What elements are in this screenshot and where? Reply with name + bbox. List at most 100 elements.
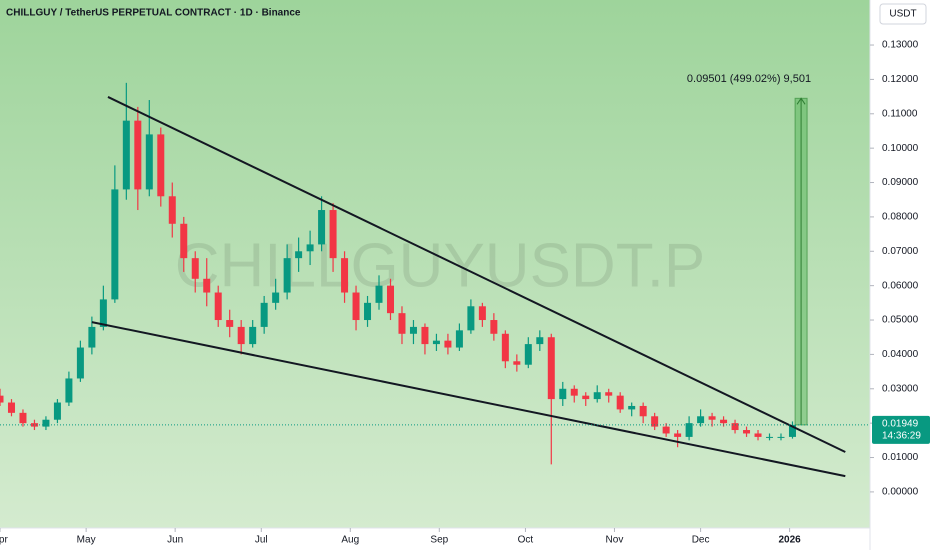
candle-body xyxy=(375,285,383,303)
price-axis-panel xyxy=(870,0,932,550)
candle-body xyxy=(134,120,142,190)
candle-body xyxy=(547,337,555,400)
candle-body xyxy=(226,320,234,327)
candle-body xyxy=(766,436,774,438)
candle-body xyxy=(65,378,73,403)
candle-body xyxy=(593,392,601,400)
candle-body xyxy=(467,306,475,331)
candle-body xyxy=(720,419,728,424)
candle-body xyxy=(386,285,394,314)
candle-body xyxy=(122,120,130,190)
candle-body xyxy=(685,423,693,437)
y-tick-label: 0.01000 xyxy=(882,452,919,463)
x-tick-label: Sep xyxy=(430,535,448,546)
candle-body xyxy=(708,416,716,420)
currency-label: USDT xyxy=(889,9,916,20)
candle-body xyxy=(570,388,578,396)
candle-body xyxy=(272,292,280,303)
candle-body xyxy=(364,302,372,321)
x-tick-label: Apr xyxy=(0,535,8,546)
candle-body xyxy=(628,405,636,410)
candle-body xyxy=(237,326,245,345)
candle-body xyxy=(536,337,544,345)
candle-body xyxy=(76,347,84,379)
candle-body xyxy=(788,424,796,437)
candle-body xyxy=(432,340,440,345)
y-tick-label: 0.00000 xyxy=(882,487,919,498)
y-tick-label: 0.13000 xyxy=(882,40,919,51)
measure-arrowhead xyxy=(796,97,806,105)
candle-body xyxy=(99,299,107,327)
candle-body xyxy=(88,326,96,348)
measure-label: 0.09501 (499.02%) 9,501 xyxy=(687,73,811,85)
x-tick-label: 2026 xyxy=(778,535,801,546)
candle-body xyxy=(283,258,291,293)
y-tick-label: 0.12000 xyxy=(882,74,919,85)
candle-body xyxy=(501,333,509,362)
candle-body xyxy=(421,326,429,345)
candle-body xyxy=(30,423,38,427)
candle-body xyxy=(616,395,624,410)
x-tick-label: Dec xyxy=(692,535,710,546)
x-tick-label: Jun xyxy=(167,535,183,546)
candle-body xyxy=(651,416,659,427)
y-tick-label: 0.06000 xyxy=(882,280,919,291)
currency-button[interactable] xyxy=(879,3,927,25)
y-tick-label: 0.05000 xyxy=(882,315,919,326)
time-axis-panel xyxy=(0,528,870,550)
candle-body xyxy=(639,405,647,417)
candle-body xyxy=(53,402,61,420)
candle-body xyxy=(524,344,532,365)
candle-body xyxy=(203,278,211,293)
candle-body xyxy=(455,330,463,348)
candle-body xyxy=(341,258,349,293)
candle-body xyxy=(214,292,222,321)
candle-body xyxy=(662,426,670,434)
plot-background xyxy=(0,0,870,528)
x-tick-label: Aug xyxy=(341,535,359,546)
candle-body xyxy=(145,134,153,190)
chart-title: CHILLGUY / TetherUS PERPETUAL CONTRACT ·… xyxy=(6,8,301,19)
trendline xyxy=(107,96,846,453)
candle-body xyxy=(180,223,188,259)
x-tick-label: Feb xyxy=(870,535,888,546)
y-tick-label: 0.08000 xyxy=(882,212,919,223)
candle-body xyxy=(168,196,176,224)
y-tick-label: 0.09000 xyxy=(882,177,919,188)
candle-body xyxy=(731,423,739,431)
candle-body xyxy=(42,419,50,427)
candle-body xyxy=(697,416,705,424)
candle-body xyxy=(674,433,682,437)
watermark: CHILLGUYUSDT.P xyxy=(175,231,706,300)
x-tick-label: May xyxy=(77,535,96,546)
candle-body xyxy=(306,244,314,252)
y-tick-label: 0.04000 xyxy=(882,349,919,360)
candle-body xyxy=(490,320,498,334)
candle-body xyxy=(754,433,762,437)
last-price-label: 0.01949 xyxy=(882,419,919,430)
candle-body xyxy=(605,392,613,396)
candle-body xyxy=(0,395,4,403)
candle-body xyxy=(329,210,337,259)
candle-body xyxy=(478,306,486,321)
countdown-label: 14:36:29 xyxy=(882,431,921,442)
candle-body xyxy=(513,361,521,365)
candle-body xyxy=(19,412,27,424)
y-tick-label: 0.07000 xyxy=(882,246,919,257)
candle-body xyxy=(559,388,567,400)
candle-body xyxy=(295,251,303,259)
x-tick-label: Nov xyxy=(606,535,624,546)
trendline xyxy=(91,321,846,478)
candle-body xyxy=(191,258,199,279)
y-tick-label: 0.11000 xyxy=(882,108,918,119)
candle-body xyxy=(157,134,165,197)
candle-body xyxy=(352,292,360,321)
x-tick-label: Oct xyxy=(518,535,534,546)
last-price-box xyxy=(872,415,930,444)
candle-body xyxy=(249,326,257,345)
candle-body xyxy=(777,436,785,438)
candle-body xyxy=(582,395,590,400)
y-tick-label: 0.03000 xyxy=(882,383,919,394)
candle-body xyxy=(409,326,417,334)
